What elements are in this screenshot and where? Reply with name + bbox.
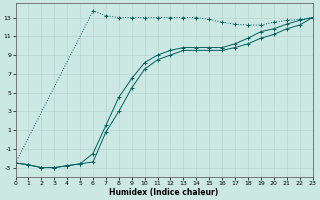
X-axis label: Humidex (Indice chaleur): Humidex (Indice chaleur) xyxy=(109,188,219,197)
